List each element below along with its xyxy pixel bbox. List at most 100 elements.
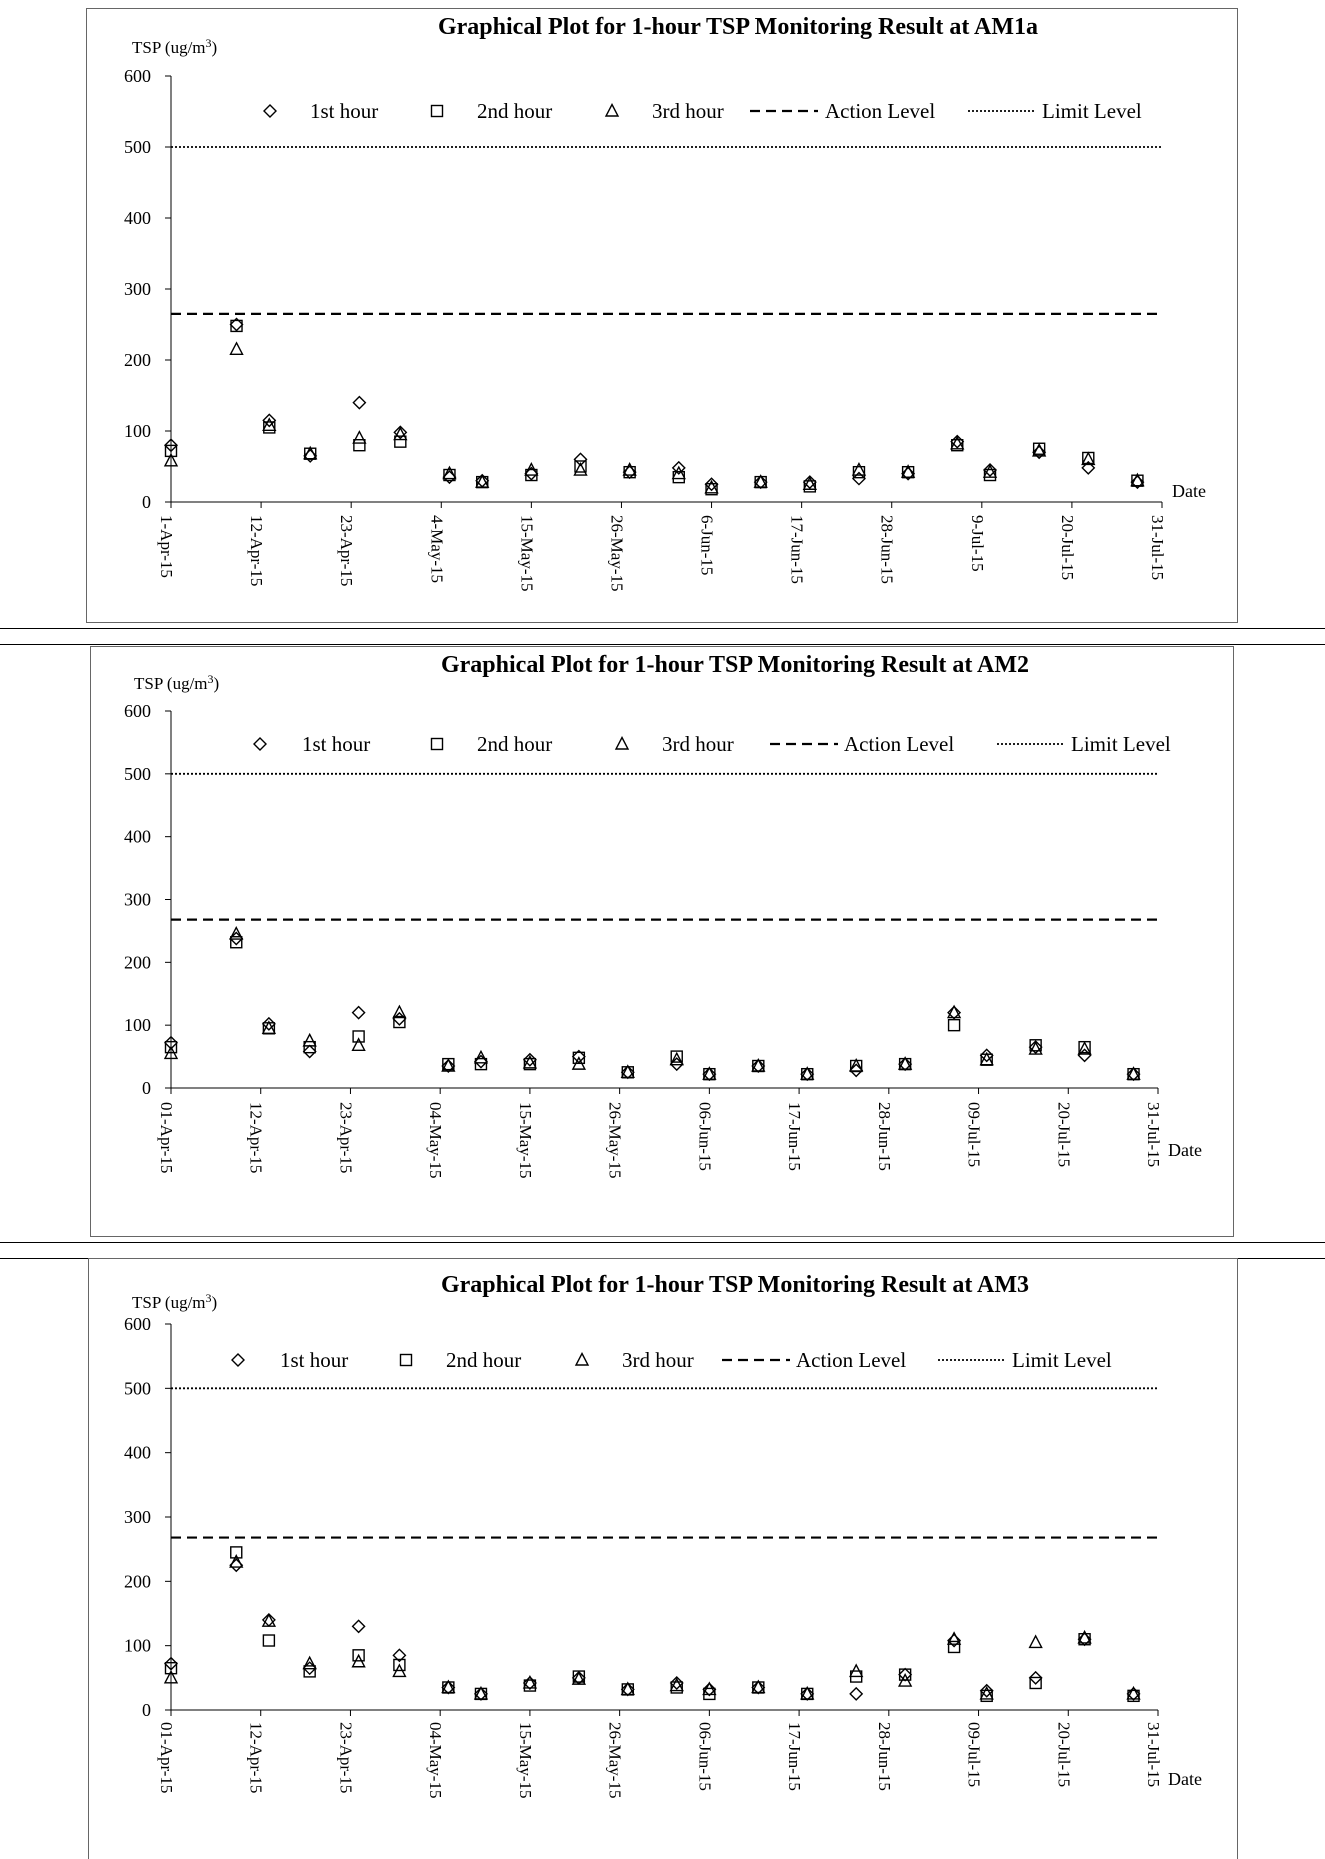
y-tick-label: 0: [142, 1700, 151, 1720]
y-tick-label: 600: [124, 1314, 151, 1334]
y-tick-label: 100: [124, 1636, 151, 1656]
point-1st-hour: [573, 452, 588, 467]
point-3rd-hour: [571, 1056, 587, 1070]
legend-label-action-level: Action Level: [844, 732, 954, 756]
point-3rd-hour: [946, 1631, 962, 1645]
point-1st-hour: [979, 1683, 994, 1698]
point-2nd-hour: [164, 1661, 178, 1675]
chart-border: [90, 646, 1234, 1237]
point-1st-hour: [947, 1005, 962, 1020]
point-3rd-hour: [393, 426, 408, 441]
x-tick-label: 1-Apr-15: [157, 515, 176, 578]
y-tick-label: 300: [124, 890, 151, 910]
y-tick-label: 200: [124, 350, 151, 370]
point-3rd-hour: [522, 1674, 538, 1689]
x-tick-label: 15-May-15: [516, 1102, 535, 1178]
point-3rd-hour: [900, 464, 916, 478]
point-1st-hour: [164, 1656, 178, 1671]
point-1st-hour: [1126, 1686, 1141, 1701]
point-3rd-hour: [982, 464, 998, 478]
legend-label-2nd-hour: 2nd hour: [446, 1348, 521, 1372]
point-3rd-hour: [302, 1032, 317, 1047]
x-tick-label: 04-May-15: [426, 1102, 445, 1178]
point-3rd-hour: [800, 1066, 815, 1080]
point-2nd-hour: [572, 1051, 586, 1065]
legend-label-limit-level: Limit Level: [1071, 732, 1171, 756]
x-tick-label: 23-Apr-15: [336, 1102, 355, 1173]
x-tick-label: 6-Jun-15: [698, 515, 717, 575]
x-tick-label: 4-May-15: [427, 515, 446, 583]
legend-label-2nd-hour: 2nd hour: [477, 99, 552, 123]
point-1st-hour: [1028, 1670, 1043, 1685]
point-3rd-hour: [441, 1679, 456, 1694]
point-2nd-hour: [705, 483, 718, 496]
legend-marker-2nd-hour: [430, 104, 444, 118]
point-3rd-hour: [702, 1681, 717, 1696]
point-3rd-hour: [751, 1679, 766, 1694]
point-2nd-hour: [670, 1681, 683, 1694]
x-tick-label: 31-Jul-15: [1148, 515, 1167, 580]
point-1st-hour: [392, 1648, 407, 1663]
legend-marker-1st-hour: [231, 1353, 245, 1367]
point-3rd-hour: [704, 479, 719, 494]
point-3rd-hour: [620, 1064, 635, 1078]
x-axis-label: Date: [1168, 1140, 1202, 1160]
x-tick-label: 31-Jul-15: [1144, 1722, 1163, 1787]
point-3rd-hour: [442, 465, 457, 480]
point-1st-hour: [302, 1044, 317, 1059]
point-3rd-hour: [229, 926, 244, 940]
point-3rd-hour: [851, 462, 867, 476]
point-3rd-hour: [1077, 1629, 1092, 1644]
point-2nd-hour: [230, 1546, 243, 1559]
point-3rd-hour: [302, 1655, 317, 1670]
chart-border: [88, 1258, 1238, 1859]
point-2nd-hour: [951, 439, 964, 452]
chart-am1a: Graphical Plot for 1-hour TSP Monitoring…: [86, 8, 1238, 623]
point-3rd-hour: [751, 1057, 766, 1072]
point-3rd-hour: [979, 1685, 994, 1700]
point-2nd-hour: [262, 1634, 276, 1647]
point-3rd-hour: [229, 1554, 244, 1568]
y-tick-label: 300: [124, 279, 151, 299]
x-tick-label: 06-Jun-15: [695, 1722, 714, 1791]
legend-marker-1st-hour: [253, 737, 267, 751]
point-2nd-hour: [230, 936, 243, 949]
legend-marker-1st-hour: [263, 104, 277, 118]
point-3rd-hour: [1031, 442, 1047, 457]
point-1st-hour: [983, 463, 997, 478]
x-tick-label: 28-Jun-15: [875, 1722, 894, 1791]
y-tick-label: 500: [124, 764, 151, 784]
point-2nd-hour: [852, 465, 866, 479]
x-tick-label: 09-Jul-15: [965, 1102, 984, 1167]
point-3rd-hour: [1028, 1041, 1043, 1055]
x-tick-label: 23-Apr-15: [336, 1722, 355, 1793]
y-tick-label: 100: [124, 421, 151, 441]
y-tick-label: 400: [124, 208, 151, 228]
point-3rd-hour: [1081, 451, 1096, 466]
point-2nd-hour: [898, 1668, 912, 1681]
point-3rd-hour: [473, 1685, 489, 1700]
point-2nd-hour: [303, 1665, 316, 1678]
point-2nd-hour: [1127, 1689, 1140, 1703]
point-3rd-hour: [1126, 1066, 1141, 1080]
x-tick-label: 31-Jul-15: [1144, 1102, 1163, 1167]
point-3rd-hour: [1130, 472, 1145, 487]
point-3rd-hour: [571, 1671, 587, 1685]
point-3rd-hour: [979, 1051, 994, 1066]
point-1st-hour: [441, 1059, 456, 1073]
legend-label-3rd-hour: 3rd hour: [622, 1348, 694, 1372]
point-1st-hour: [1032, 445, 1047, 460]
point-3rd-hour: [351, 1653, 366, 1668]
x-tick-label: 12-Apr-15: [247, 1722, 266, 1793]
point-1st-hour: [898, 1057, 913, 1072]
y-tick-label: 300: [124, 1507, 151, 1527]
point-1st-hour: [1081, 460, 1096, 475]
x-axis-label: Date: [1168, 1769, 1202, 1789]
point-2nd-hour: [443, 468, 456, 482]
point-1st-hour: [800, 1067, 815, 1082]
point-1st-hour: [671, 460, 686, 475]
point-1st-hour: [620, 1065, 635, 1080]
point-3rd-hour: [753, 474, 768, 488]
point-1st-hour: [473, 1686, 488, 1701]
legend-marker-2nd-hour: [399, 1353, 413, 1367]
